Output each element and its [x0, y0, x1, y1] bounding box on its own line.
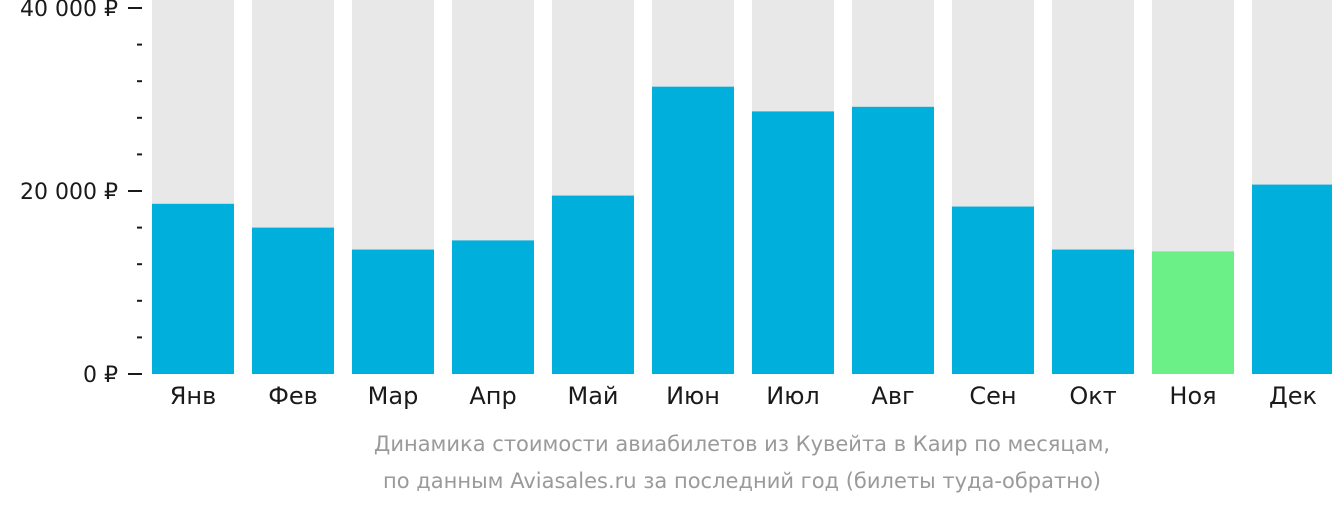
- bar-6[interactable]: [652, 86, 734, 374]
- x-tick-label-8: Авг: [871, 382, 914, 410]
- x-tick-label-6: Июн: [666, 382, 720, 410]
- bar-3[interactable]: [352, 249, 434, 374]
- x-tick-label-11: Ноя: [1169, 382, 1216, 410]
- bar-8[interactable]: [852, 106, 934, 374]
- x-tick-label-3: Мар: [368, 382, 419, 410]
- caption-line-1: Динамика стоимости авиабилетов из Кувейт…: [374, 432, 1110, 456]
- bar-1[interactable]: [152, 203, 234, 374]
- bar-4[interactable]: [452, 240, 534, 374]
- bar-5[interactable]: [552, 195, 634, 374]
- bar-10[interactable]: [1052, 249, 1134, 374]
- bar-2[interactable]: [252, 227, 334, 374]
- x-tick-label-5: Май: [567, 382, 618, 410]
- x-axis: Янв Фев Мар Апр Май Июн Июл Авг Сен Окт Ноя Дек: [170, 382, 1317, 410]
- x-tick-label-2: Фев: [268, 382, 318, 410]
- x-tick-label-9: Сен: [969, 382, 1016, 410]
- data-bars: [152, 86, 1332, 375]
- y-axis: 0 ₽ 20 000 ₽ 40 000 ₽: [20, 0, 142, 388]
- x-tick-label-1: Янв: [170, 382, 217, 410]
- x-tick-label-7: Июл: [766, 382, 820, 410]
- caption-line-2: по данным Aviasales.ru за последний год …: [383, 469, 1101, 493]
- bar-12[interactable]: [1252, 184, 1332, 374]
- y-tick-label-2: 20 000 ₽: [20, 180, 118, 205]
- x-tick-label-12: Дек: [1269, 382, 1317, 410]
- bar-11[interactable]: [1152, 251, 1234, 374]
- x-tick-label-4: Апр: [469, 382, 516, 410]
- chart-caption: Динамика стоимости авиабилетов из Кувейт…: [374, 432, 1110, 493]
- bar-9[interactable]: [952, 206, 1034, 374]
- bar-7[interactable]: [752, 111, 834, 375]
- y-tick-label-1: 0 ₽: [83, 363, 118, 388]
- y-tick-label-3: 40 000 ₽: [20, 0, 118, 22]
- x-tick-label-10: Окт: [1069, 382, 1116, 410]
